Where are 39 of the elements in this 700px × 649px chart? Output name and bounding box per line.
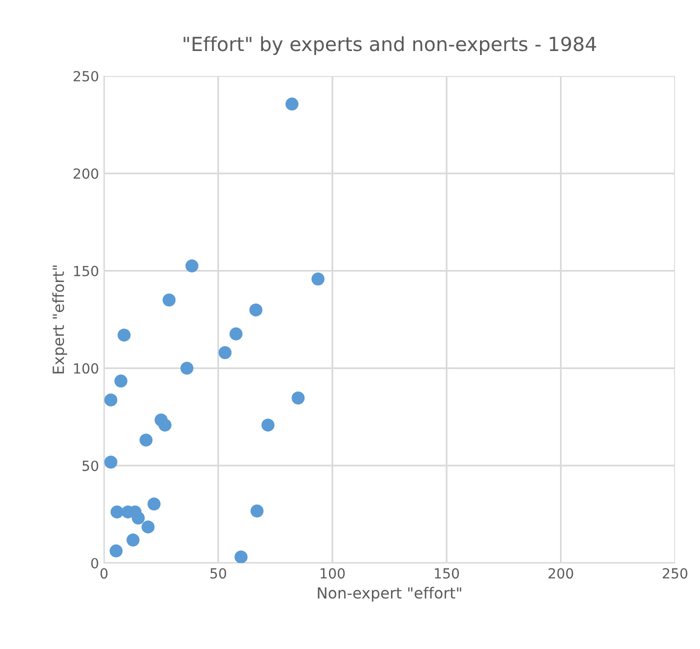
x-tick-label: 100 (320, 568, 345, 579)
point (114, 374, 128, 388)
point (285, 98, 298, 111)
point (312, 272, 325, 286)
point (132, 511, 145, 525)
x-axis-title: Non-expert "effort" (318, 586, 462, 602)
point (142, 520, 155, 534)
y-tick-label: 250 (74, 70, 98, 82)
point (110, 544, 123, 558)
y-tick-label: 100 (74, 363, 98, 374)
point (250, 504, 264, 518)
point (185, 259, 198, 272)
point (140, 434, 153, 447)
x-tick-label: 150 (434, 568, 459, 579)
point (218, 346, 232, 360)
y-tick-label: 0 (91, 558, 98, 568)
y-tick-label: 150 (74, 266, 98, 276)
y-tick-label: 50 (82, 460, 98, 472)
point (104, 456, 118, 469)
point (118, 328, 131, 342)
x-tick-label: 50 (210, 568, 226, 579)
point (158, 418, 172, 432)
point (162, 294, 176, 307)
x-tick-label: 0 (100, 568, 108, 579)
y-tick-label: 200 (74, 168, 98, 179)
point (261, 418, 274, 432)
x-tick-label: 250 (662, 568, 688, 579)
point (104, 393, 118, 406)
point (234, 550, 248, 563)
x-tick-label: 200 (548, 568, 574, 579)
point (292, 392, 305, 405)
point (180, 362, 194, 375)
point (249, 303, 262, 316)
y-axis-title: Expert "effort" (52, 266, 68, 374)
point (126, 534, 140, 547)
point (110, 505, 124, 518)
chart-title: "Effort" by experts and non-experts - 1984 (184, 36, 596, 56)
point (148, 497, 161, 510)
point (230, 327, 243, 340)
